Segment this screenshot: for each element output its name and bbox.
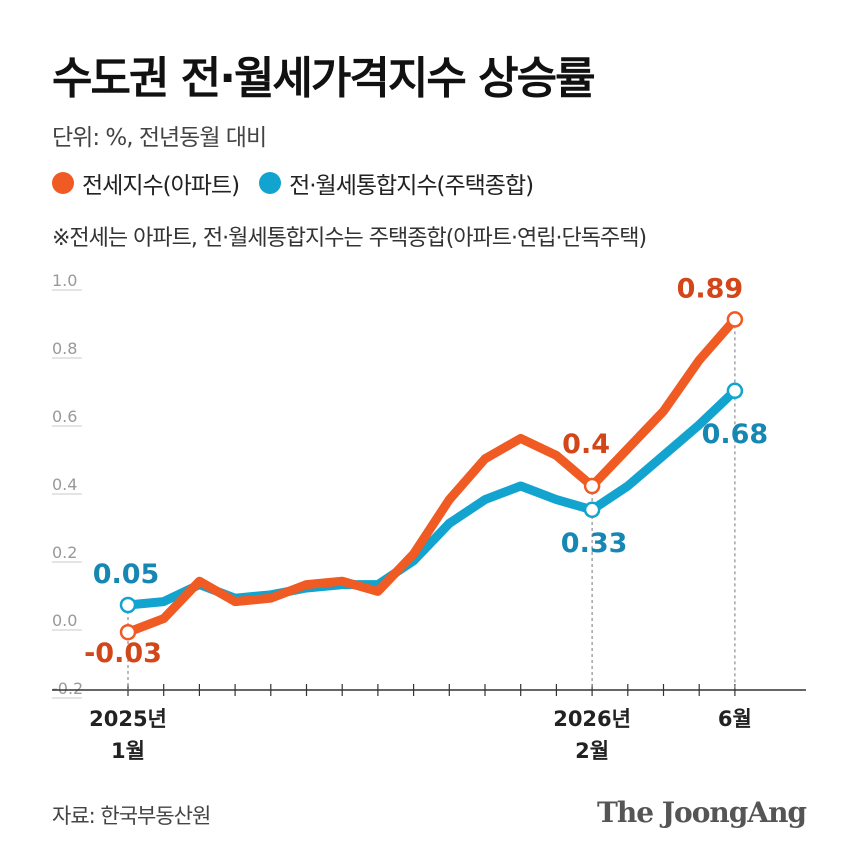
data-label: 0.05 (93, 559, 160, 590)
legend-label-jeonse: 전세지수(아파트) (82, 173, 240, 199)
legend-dot-jeonse (52, 172, 74, 194)
source-label: 자료: 한국부동산원 (52, 804, 211, 828)
y-tick-label: -0.2 (52, 679, 83, 698)
series-marker-0 (583, 477, 601, 495)
brand-logo: The JoongAng (597, 796, 807, 829)
legend-label-combined: 전·월세통합지수(주택종합) (289, 173, 534, 199)
series-line-1 (123, 386, 740, 610)
series-marker-1 (726, 382, 744, 400)
data-label: 0.68 (702, 419, 769, 450)
legend-dot-combined (259, 172, 282, 194)
series-marker-1 (583, 501, 601, 519)
x-tick-label: 1월 (111, 739, 145, 763)
y-tick-label: 1.0 (52, 271, 77, 290)
y-tick-label: 0.4 (52, 475, 77, 494)
x-tick-label: 6월 (718, 707, 752, 731)
y-tick-label: 0.6 (52, 407, 77, 426)
chart-note: ※전세는 아파트, 전·월세통합지수는 주택종합(아파트·연립·단독주택) (52, 226, 647, 251)
data-label: 0.33 (561, 528, 628, 559)
legend-item-jeonse: 전세지수(아파트) (52, 166, 240, 200)
y-tick-label: 0.0 (52, 611, 77, 630)
chart-title: 수도권 전·월세가격지수 상승률 (52, 53, 596, 104)
x-tick-label: 2월 (575, 739, 609, 763)
series-line-0 (123, 314, 740, 637)
series-marker-1 (119, 596, 137, 614)
data-label: -0.03 (84, 638, 162, 669)
data-label: 0.4 (562, 429, 610, 460)
x-tick-label: 2026년 (553, 707, 631, 731)
series-marker-0 (119, 623, 137, 641)
series-marker-0 (726, 311, 744, 328)
legend-item-combined: 전·월세통합지수(주택종합) (259, 166, 534, 200)
y-tick-label: 0.8 (52, 339, 77, 358)
y-tick-label: 0.2 (52, 543, 77, 562)
legend: 전세지수(아파트) 전·월세통합지수(주택종합) (52, 166, 553, 200)
x-tick-label: 2025년 (89, 707, 167, 731)
unit-subtitle: 단위: %, 전년동월 대비 (52, 125, 267, 151)
data-label: 0.89 (677, 273, 744, 304)
